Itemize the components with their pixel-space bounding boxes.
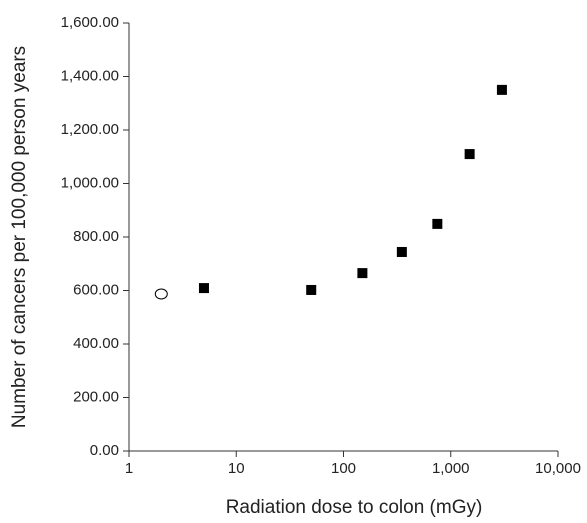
y-axis-title: Number of cancers per 100,000 person yea… <box>9 46 30 428</box>
x-tick-label: 1 <box>125 460 133 477</box>
y-tick-label: 1,200.00 <box>61 121 119 138</box>
x-tick-label: 10 <box>228 460 245 477</box>
x-tick-label: 100 <box>331 460 356 477</box>
y-tick-label: 1,400.00 <box>61 67 119 84</box>
y-tick-label: 200.00 <box>73 388 119 405</box>
point <box>432 218 443 229</box>
point <box>496 84 507 95</box>
point <box>396 246 407 257</box>
x-axis-title: Radiation dose to colon (mGy) <box>226 497 483 518</box>
point <box>357 268 368 279</box>
point <box>306 284 317 295</box>
y-tick-label: 600.00 <box>73 281 119 298</box>
point <box>198 283 209 294</box>
point <box>464 149 475 160</box>
y-tick-label: 800.00 <box>73 228 119 245</box>
y-tick-label: 1,000.00 <box>61 174 119 191</box>
x-tick-label: 1,000 <box>432 460 470 477</box>
y-tick-label: 1,600.00 <box>61 14 119 31</box>
y-tick-label: 0.00 <box>90 442 119 459</box>
point <box>154 288 168 300</box>
x-tick-label: 10,000 <box>535 460 581 477</box>
y-tick-label: 400.00 <box>73 335 119 352</box>
